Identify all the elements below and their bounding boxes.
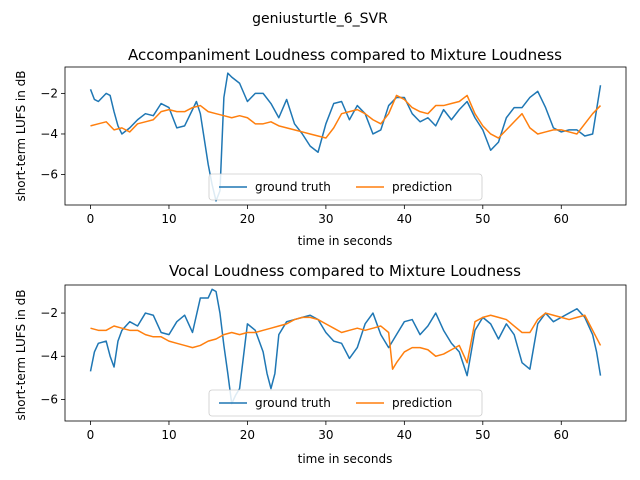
x-tick-label: 60 (554, 212, 569, 226)
legend-label: ground truth (255, 180, 331, 194)
x-tick-label: 50 (475, 428, 490, 442)
series-group (89, 72, 602, 202)
x-tick-label: 20 (240, 212, 255, 226)
panel-title: Accompaniment Loudness compared to Mixtu… (128, 46, 562, 64)
x-tick-label: 50 (475, 212, 490, 226)
series-line-prediction (90, 94, 602, 139)
accompaniment-panel: Accompaniment Loudness compared to Mixtu… (14, 46, 627, 248)
y-tick-label: −6 (40, 392, 58, 406)
x-axis-label: time in seconds (298, 234, 393, 248)
x-tick-label: 0 (87, 428, 95, 442)
legend: ground truth prediction (208, 173, 483, 201)
panel-title: Vocal Loudness compared to Mixture Loudn… (169, 262, 521, 280)
x-tick-label: 30 (318, 428, 333, 442)
series-group (89, 288, 602, 405)
x-tick-label: 40 (397, 212, 412, 226)
x-tick-label: 30 (318, 212, 333, 226)
y-axis-label: short-term LUFS in dB (14, 70, 28, 201)
x-tick-label: 0 (87, 212, 95, 226)
series-line-ground-truth (89, 288, 602, 405)
axes-frame (64, 284, 627, 422)
x-tick-label: 60 (554, 428, 569, 442)
plot-area: 0 10 20 30 40 50 60 −6 −4 −2 ground truth predictio… (40, 66, 627, 226)
x-tick-label: 10 (161, 212, 176, 226)
axes-frame (64, 66, 627, 206)
figure-suptitle: geniusturtle_6_SVR (252, 11, 388, 27)
legend-label: prediction (392, 180, 452, 194)
legend-label: prediction (392, 396, 452, 410)
y-tick-label: −2 (40, 86, 58, 100)
plot-area: 0 10 20 30 40 50 60 −6 −4 −2 ground truth predictio… (40, 284, 627, 442)
legend: ground truth prediction (208, 389, 483, 417)
legend-box (208, 389, 483, 417)
x-tick-label: 40 (397, 428, 412, 442)
vocal-panel: Vocal Loudness compared to Mixture Loudn… (14, 262, 627, 466)
x-tick-label: 20 (240, 428, 255, 442)
legend-label: ground truth (255, 396, 331, 410)
y-tick-label: −2 (40, 306, 58, 320)
x-tick-label: 10 (161, 428, 176, 442)
y-tick-label: −6 (40, 168, 58, 182)
y-tick-label: −4 (40, 349, 58, 363)
series-line-prediction (90, 312, 602, 370)
y-axis-label: short-term LUFS in dB (14, 289, 28, 420)
x-axis-label: time in seconds (298, 452, 393, 466)
series-line-ground-truth (89, 72, 602, 202)
y-tick-label: −4 (40, 127, 58, 141)
legend-box (208, 173, 483, 201)
